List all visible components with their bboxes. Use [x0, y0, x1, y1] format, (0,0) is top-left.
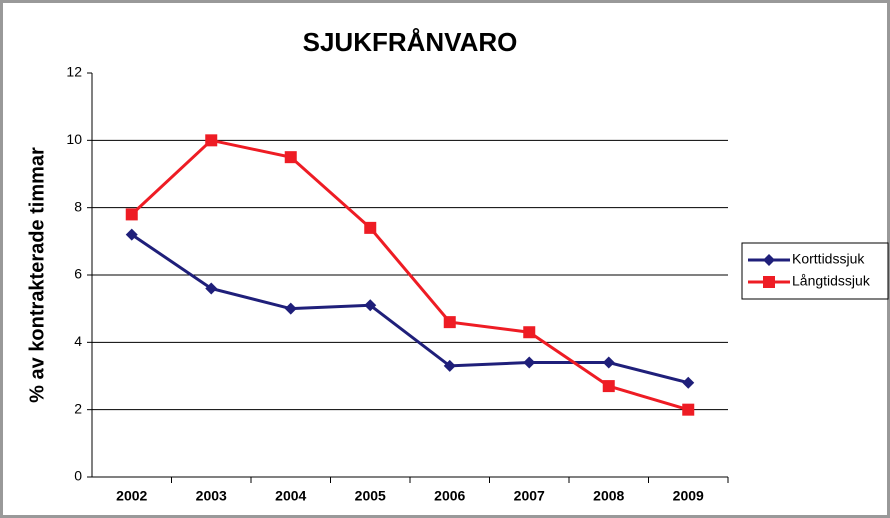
y-tick-label: 6 [74, 266, 82, 282]
legend-label: Korttidssjuk [792, 251, 865, 267]
y-tick-label: 12 [66, 64, 82, 80]
y-tick-label: 4 [74, 333, 82, 349]
point-marker [205, 134, 218, 147]
x-tick-label: 2009 [673, 488, 704, 504]
point-marker [682, 376, 695, 389]
point-marker [284, 302, 297, 315]
y-axis-label: % av kontrakterade timmar [26, 147, 48, 403]
y-tick-label: 2 [74, 400, 82, 416]
y-tick-label: 10 [66, 131, 82, 147]
x-tick-label: 2006 [434, 488, 465, 504]
point-marker [443, 316, 456, 329]
x-tick-label: 2003 [196, 488, 227, 504]
point-marker [125, 228, 138, 241]
x-tick-label: 2008 [593, 488, 624, 504]
point-marker [443, 359, 456, 372]
legend-marker [763, 254, 775, 266]
series-line [130, 138, 689, 412]
point-marker [284, 151, 297, 164]
point-marker [364, 221, 377, 234]
legend-box [741, 242, 889, 300]
y-tick-label: 0 [74, 468, 82, 484]
point-marker [682, 403, 695, 416]
point-marker [125, 208, 138, 221]
legend-label: Långtidssjuk [792, 273, 871, 289]
point-marker [523, 326, 536, 339]
point-marker [205, 282, 218, 295]
y-tick-label: 8 [74, 198, 82, 214]
x-tick-label: 2002 [116, 488, 147, 504]
point-marker [602, 356, 615, 369]
point-marker [523, 356, 536, 369]
legend-marker [763, 276, 775, 288]
x-tick-label: 2005 [355, 488, 386, 504]
point-marker [602, 380, 615, 393]
series-line [130, 233, 689, 385]
chart-title: SJUKFRÅNVARO [303, 27, 518, 57]
x-tick-label: 2004 [275, 488, 306, 504]
point-marker [364, 299, 377, 312]
x-tick-label: 2007 [514, 488, 545, 504]
